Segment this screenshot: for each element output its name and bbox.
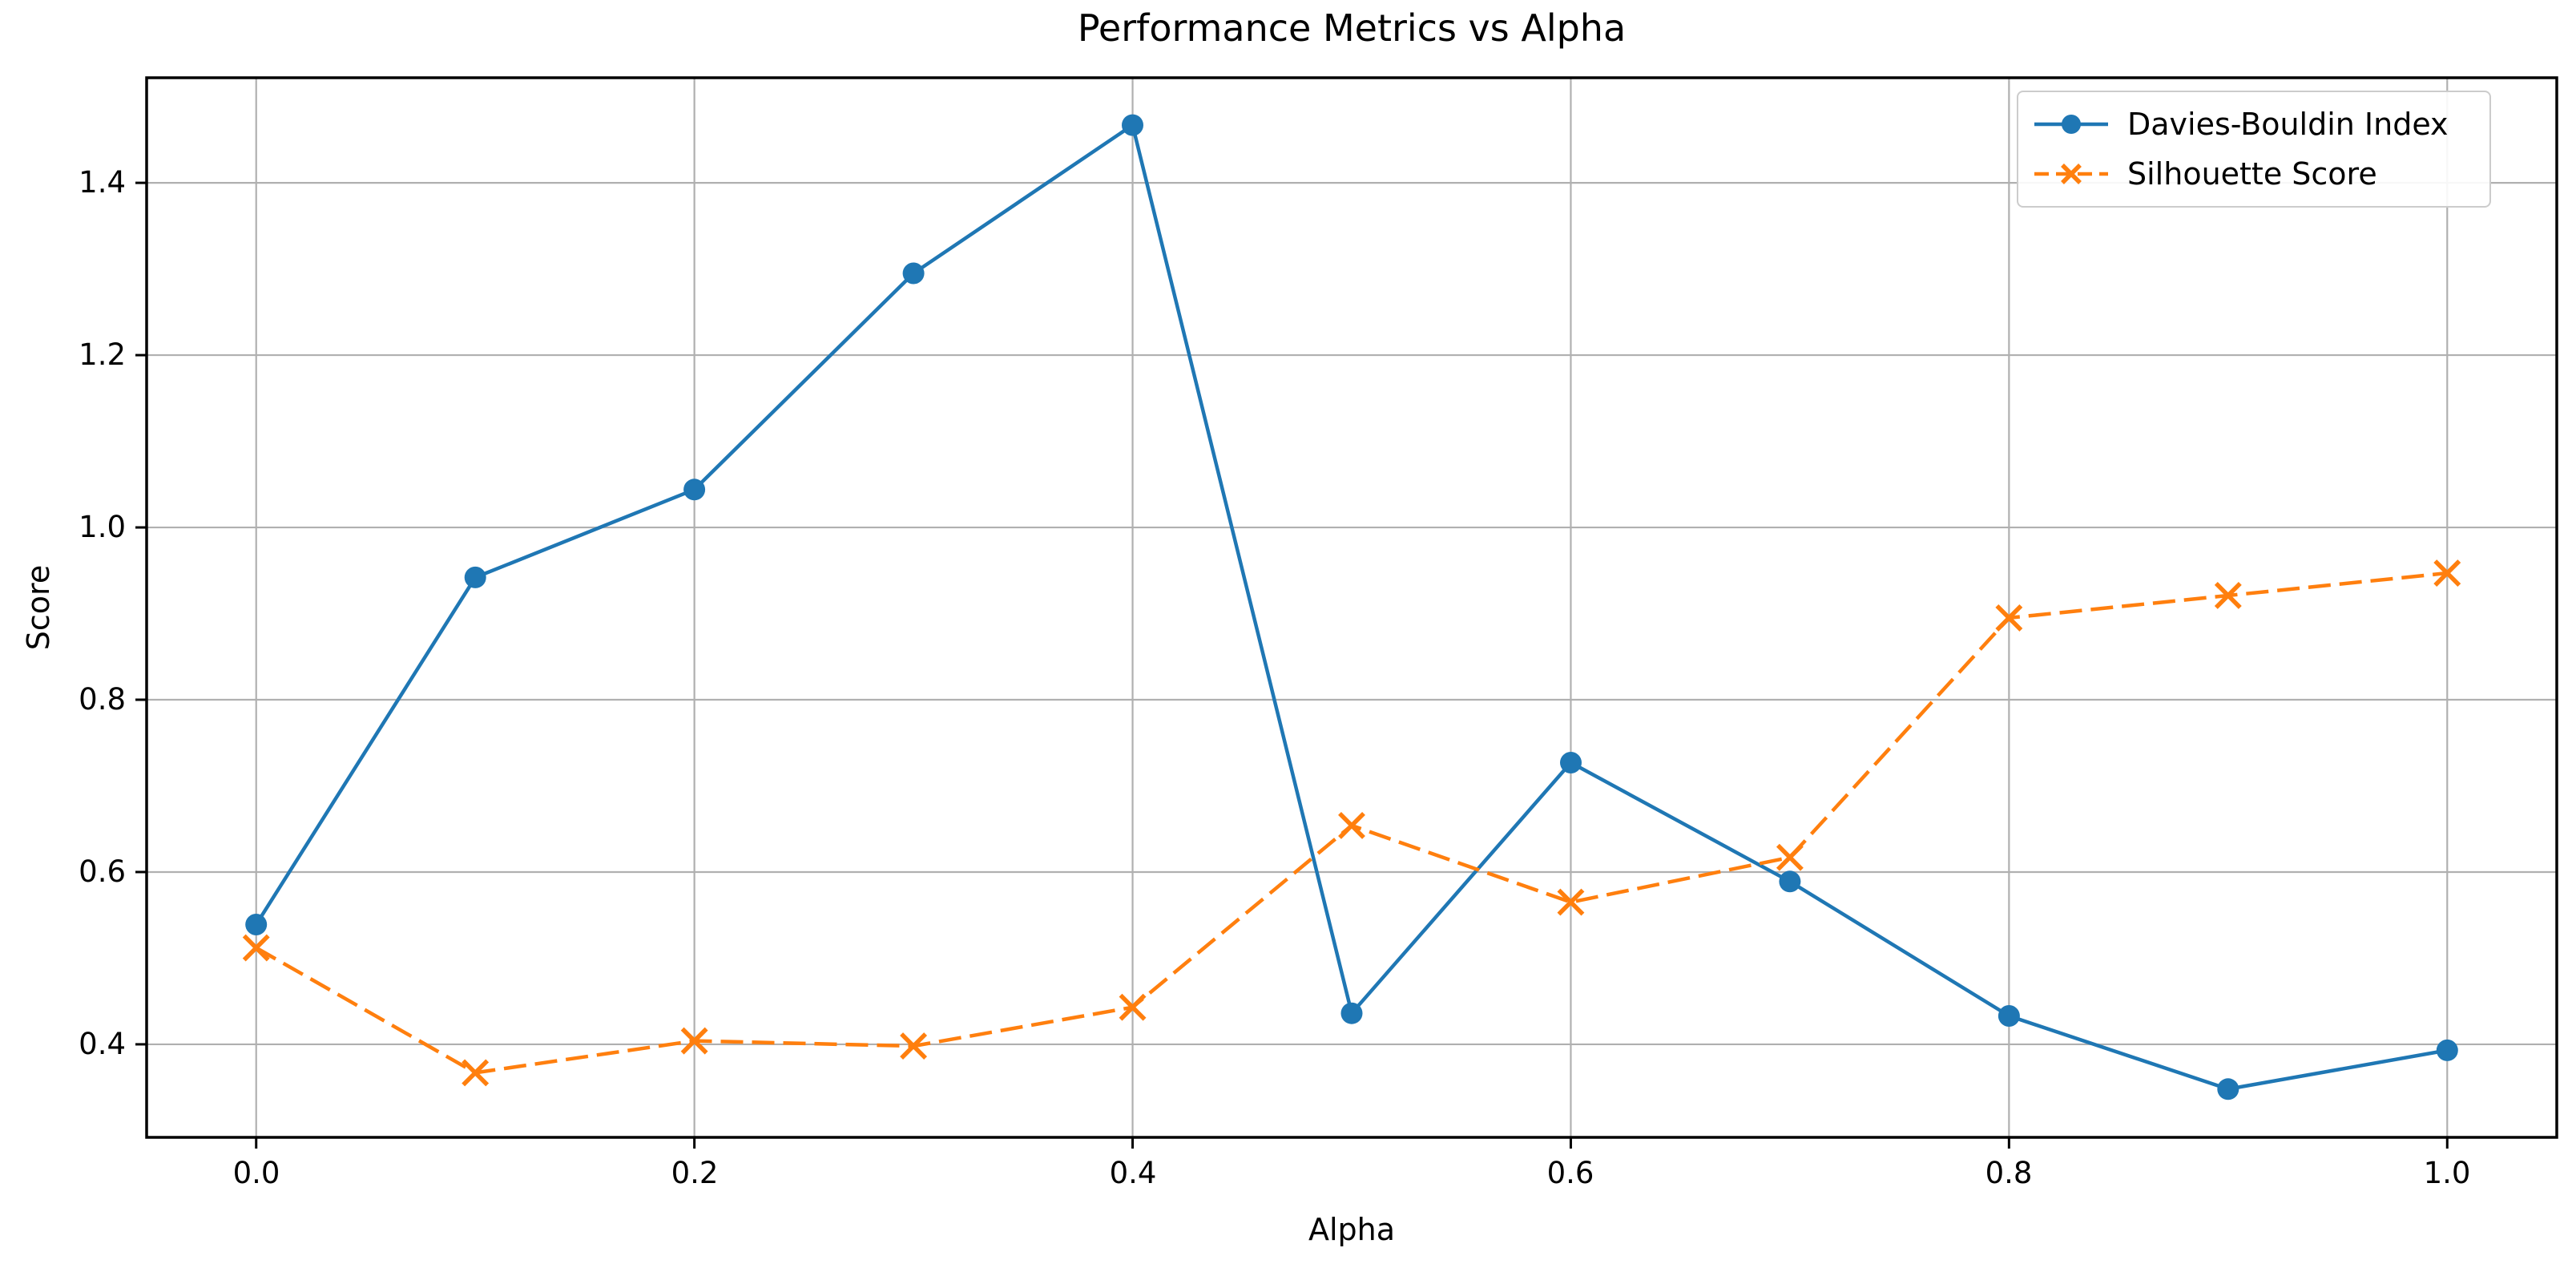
y-tick-label: 0.4: [79, 1027, 126, 1061]
marker-circle-davies-bouldin-index: [245, 914, 268, 935]
marker-circle-davies-bouldin-index: [683, 479, 706, 501]
marker-x-silhouette-score: [900, 1032, 928, 1060]
chart-title: Performance Metrics vs Alpha: [1077, 6, 1627, 50]
marker-x-silhouette-score: [1776, 843, 1804, 871]
y-tick-label: 1.4: [79, 165, 126, 200]
legend-line-circle-marker-icon: [2034, 115, 2108, 134]
legend-item-davies-bouldin-index: Davies-Bouldin Index: [2031, 103, 2472, 145]
marker-circle-davies-bouldin-index: [1340, 1002, 1363, 1024]
y-axis-label: Score: [21, 564, 56, 651]
marker-x-silhouette-score: [1338, 811, 1365, 839]
x-tick-label: 0.6: [1546, 1156, 1594, 1190]
x-axis-label: Alpha: [1308, 1212, 1396, 1247]
marker-circle-davies-bouldin-index: [2217, 1078, 2239, 1100]
marker-x-silhouette-score: [2433, 559, 2461, 587]
x-tick-label: 1.0: [2423, 1156, 2471, 1190]
marker-circle-davies-bouldin-index: [2436, 1039, 2458, 1061]
marker-circle-davies-bouldin-index: [1779, 870, 1801, 893]
marker-x-silhouette-score: [680, 1027, 708, 1055]
y-tick-label: 0.8: [79, 682, 126, 717]
x-tick-label: 0.4: [1109, 1156, 1157, 1190]
x-tick-label: 0.8: [1985, 1156, 2033, 1190]
x-tick-label: 0.2: [671, 1156, 719, 1190]
marker-x-silhouette-score: [2214, 582, 2242, 609]
legend-item-silhouette-score: Silhouette Score: [2031, 153, 2472, 195]
marker-circle-davies-bouldin-index: [1122, 114, 1143, 136]
y-tick-label: 1.2: [79, 337, 126, 372]
marker-x-silhouette-score: [462, 1059, 490, 1087]
series-line-davies-bouldin-index: [254, 123, 2448, 1092]
axes-frame: [145, 76, 2558, 1139]
marker-x-silhouette-score: [1995, 604, 2023, 632]
marker-x-silhouette-score: [242, 934, 270, 962]
legend-label-davies-bouldin-index: Davies-Bouldin Index: [2127, 107, 2449, 142]
marker-circle-davies-bouldin-index: [1998, 1005, 2020, 1027]
legend-dashed-line-x-marker-icon: [2034, 164, 2108, 184]
marker-circle-davies-bouldin-index: [902, 262, 925, 285]
y-tick-label: 0.6: [79, 854, 126, 889]
y-tick-label: 1.0: [79, 510, 126, 544]
x-tick-label: 0.0: [232, 1156, 280, 1190]
legend: Davies-Bouldin Index Silhouette Score: [2017, 91, 2491, 208]
marker-circle-davies-bouldin-index: [464, 566, 486, 588]
marker-circle-davies-bouldin-index: [1560, 752, 1582, 773]
marker-x-silhouette-score: [1119, 993, 1147, 1021]
marker-x-silhouette-score: [1557, 888, 1585, 916]
legend-label-silhouette-score: Silhouette Score: [2127, 156, 2377, 192]
